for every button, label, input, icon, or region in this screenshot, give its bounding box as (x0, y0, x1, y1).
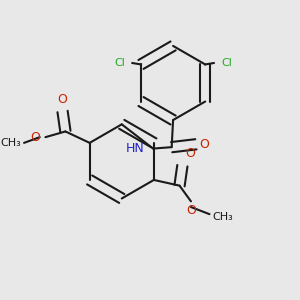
Text: CH₃: CH₃ (212, 212, 233, 222)
Text: CH₃: CH₃ (1, 138, 21, 148)
Text: Cl: Cl (221, 58, 232, 68)
Text: O: O (185, 147, 195, 160)
Text: HN: HN (126, 142, 145, 155)
Text: O: O (30, 131, 40, 144)
Text: Cl: Cl (114, 58, 125, 68)
Text: O: O (186, 204, 196, 217)
Text: O: O (58, 93, 68, 106)
Text: O: O (199, 138, 209, 151)
